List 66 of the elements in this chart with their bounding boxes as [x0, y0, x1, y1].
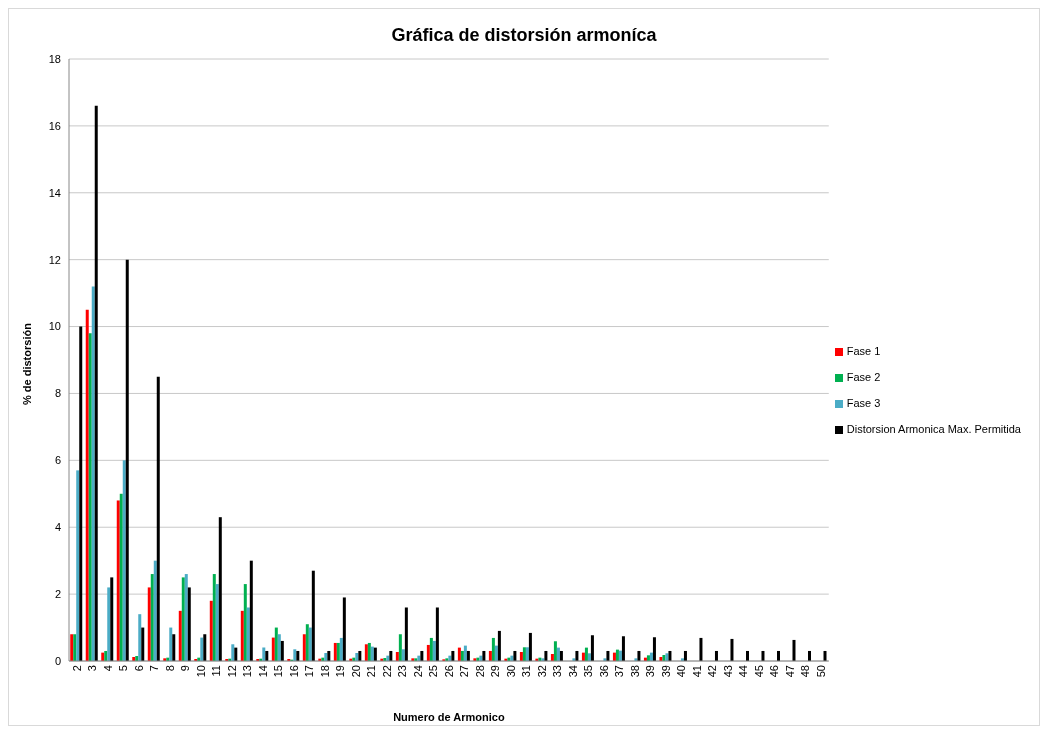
- x-tick-label: 48: [799, 665, 812, 678]
- y-tick-label: 14: [48, 186, 61, 199]
- x-tick-label: 43: [721, 665, 734, 678]
- x-tick-label: 32: [535, 665, 548, 678]
- x-tick-label: 10: [194, 665, 207, 678]
- x-tick-label: 5: [117, 665, 130, 672]
- y-tick-label: 10: [48, 320, 61, 333]
- legend-label: Distorsion Armonica Max. Permitida: [846, 423, 1021, 435]
- x-tick-label: 41: [690, 665, 703, 678]
- legend-label: Fase 2: [846, 371, 881, 383]
- x-axis-title: Numero de Armonico: [393, 711, 505, 723]
- x-tick-label: 31: [520, 665, 533, 678]
- x-tick-label: 12: [225, 665, 238, 678]
- y-tick-label: 8: [54, 387, 61, 400]
- y-tick-label: 2: [54, 588, 61, 601]
- x-tick-label: 18: [318, 665, 331, 678]
- x-tick-label: 11: [210, 665, 223, 677]
- x-tick-label: 19: [334, 665, 347, 678]
- x-tick-label: 8: [163, 665, 176, 672]
- x-tick-label: 30: [504, 665, 517, 678]
- x-tick-label: 46: [768, 665, 781, 678]
- x-tick-label: 6: [132, 665, 145, 672]
- x-tick-label: 17: [303, 665, 316, 678]
- x-tick-label: 22: [380, 665, 393, 678]
- y-axis-title: % de distorsión: [20, 322, 33, 405]
- x-tick-label: 2: [70, 665, 83, 672]
- x-tick-label: 3: [86, 665, 99, 672]
- x-tick-label: 21: [365, 665, 378, 678]
- y-tick-label: 0: [54, 654, 61, 667]
- x-tick-label: 13: [241, 665, 254, 678]
- x-tick-label: 39: [644, 665, 657, 678]
- legend-label: Fase 3: [846, 397, 881, 409]
- x-tick-label: 37: [613, 665, 626, 678]
- x-tick-label: 29: [489, 665, 502, 678]
- y-tick-label: 16: [48, 119, 61, 132]
- x-tick-label: 38: [628, 665, 641, 678]
- x-tick-label: 50: [814, 665, 827, 678]
- x-tick-label: 24: [411, 665, 424, 678]
- y-tick-label: 18: [48, 52, 61, 65]
- x-tick-label: 42: [706, 665, 719, 678]
- chart-title: Gráfica de distorsión armoníca: [391, 25, 657, 45]
- x-tick-label: 47: [783, 665, 796, 678]
- x-tick-label: 45: [752, 665, 765, 678]
- x-tick-label: 40: [675, 665, 688, 678]
- x-tick-label: 34: [566, 665, 579, 678]
- x-tick-label: 14: [256, 665, 269, 678]
- x-tick-label: 4: [101, 665, 114, 672]
- y-tick-label: 4: [54, 521, 61, 534]
- x-tick-label: 27: [458, 665, 471, 678]
- y-tick-label: 6: [54, 454, 61, 467]
- x-tick-label: 15: [272, 665, 285, 678]
- x-tick-label: 9: [179, 665, 192, 672]
- x-tick-label: 23: [396, 665, 409, 678]
- x-tick-label: 36: [597, 665, 610, 678]
- x-tick-label: 16: [287, 665, 300, 678]
- x-tick-label: 33: [551, 665, 564, 678]
- legend-label: Fase 1: [846, 345, 881, 357]
- x-tick-label: 20: [349, 665, 362, 678]
- x-tick-label: 7: [148, 665, 161, 672]
- y-tick-label: 12: [48, 253, 61, 266]
- x-tick-label: 25: [427, 665, 440, 678]
- x-tick-label: 26: [442, 665, 455, 678]
- x-tick-label: 44: [737, 665, 750, 678]
- x-tick-label: 35: [582, 665, 595, 678]
- x-tick-label: 28: [473, 665, 486, 678]
- x-tick-label: 39: [659, 665, 672, 678]
